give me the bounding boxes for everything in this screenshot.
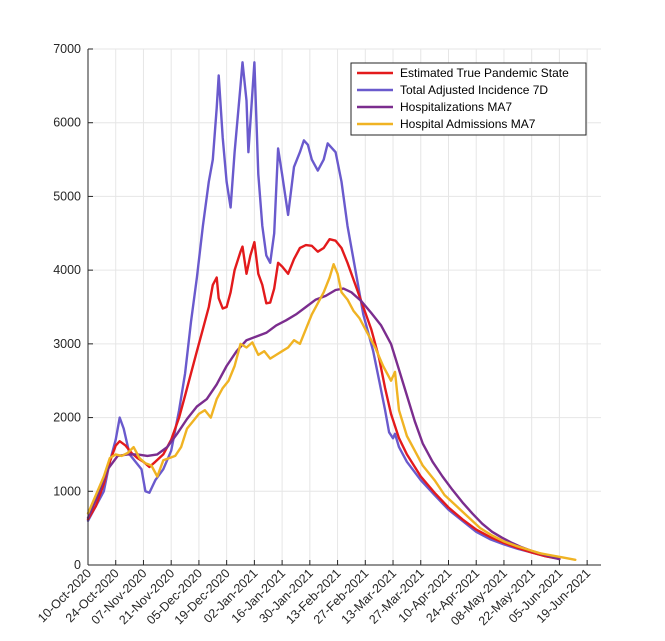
y-tick-label: 4000 [53, 263, 81, 277]
series-line-2 [86, 237, 561, 560]
y-tick-label: 3000 [53, 337, 81, 351]
y-tick-label: 0 [74, 558, 81, 572]
y-tick-label: 7000 [53, 42, 81, 56]
axes [87, 48, 601, 566]
y-tick-labels: 0 1000 2000 3000 4000 5000 6000 7000 [53, 42, 81, 572]
series-line-1 [86, 61, 561, 561]
legend-label: Total Adjusted Incidence 7D [400, 83, 548, 97]
y-tick-label: 1000 [53, 484, 81, 498]
legend: Estimated True Pandemic State Total Adjus… [350, 62, 587, 136]
y-tick-label: 5000 [53, 189, 81, 203]
legend-label: Hospitalizations MA7 [400, 100, 512, 114]
y-tick-label: 6000 [53, 116, 81, 130]
series-line-4 [86, 263, 577, 561]
series-line-3 [86, 287, 561, 561]
y-tick-label: 2000 [53, 411, 81, 425]
series-layer [86, 61, 577, 561]
legend-label: Estimated True Pandemic State [400, 66, 569, 80]
legend-label: Hospital Admissions MA7 [400, 117, 536, 131]
